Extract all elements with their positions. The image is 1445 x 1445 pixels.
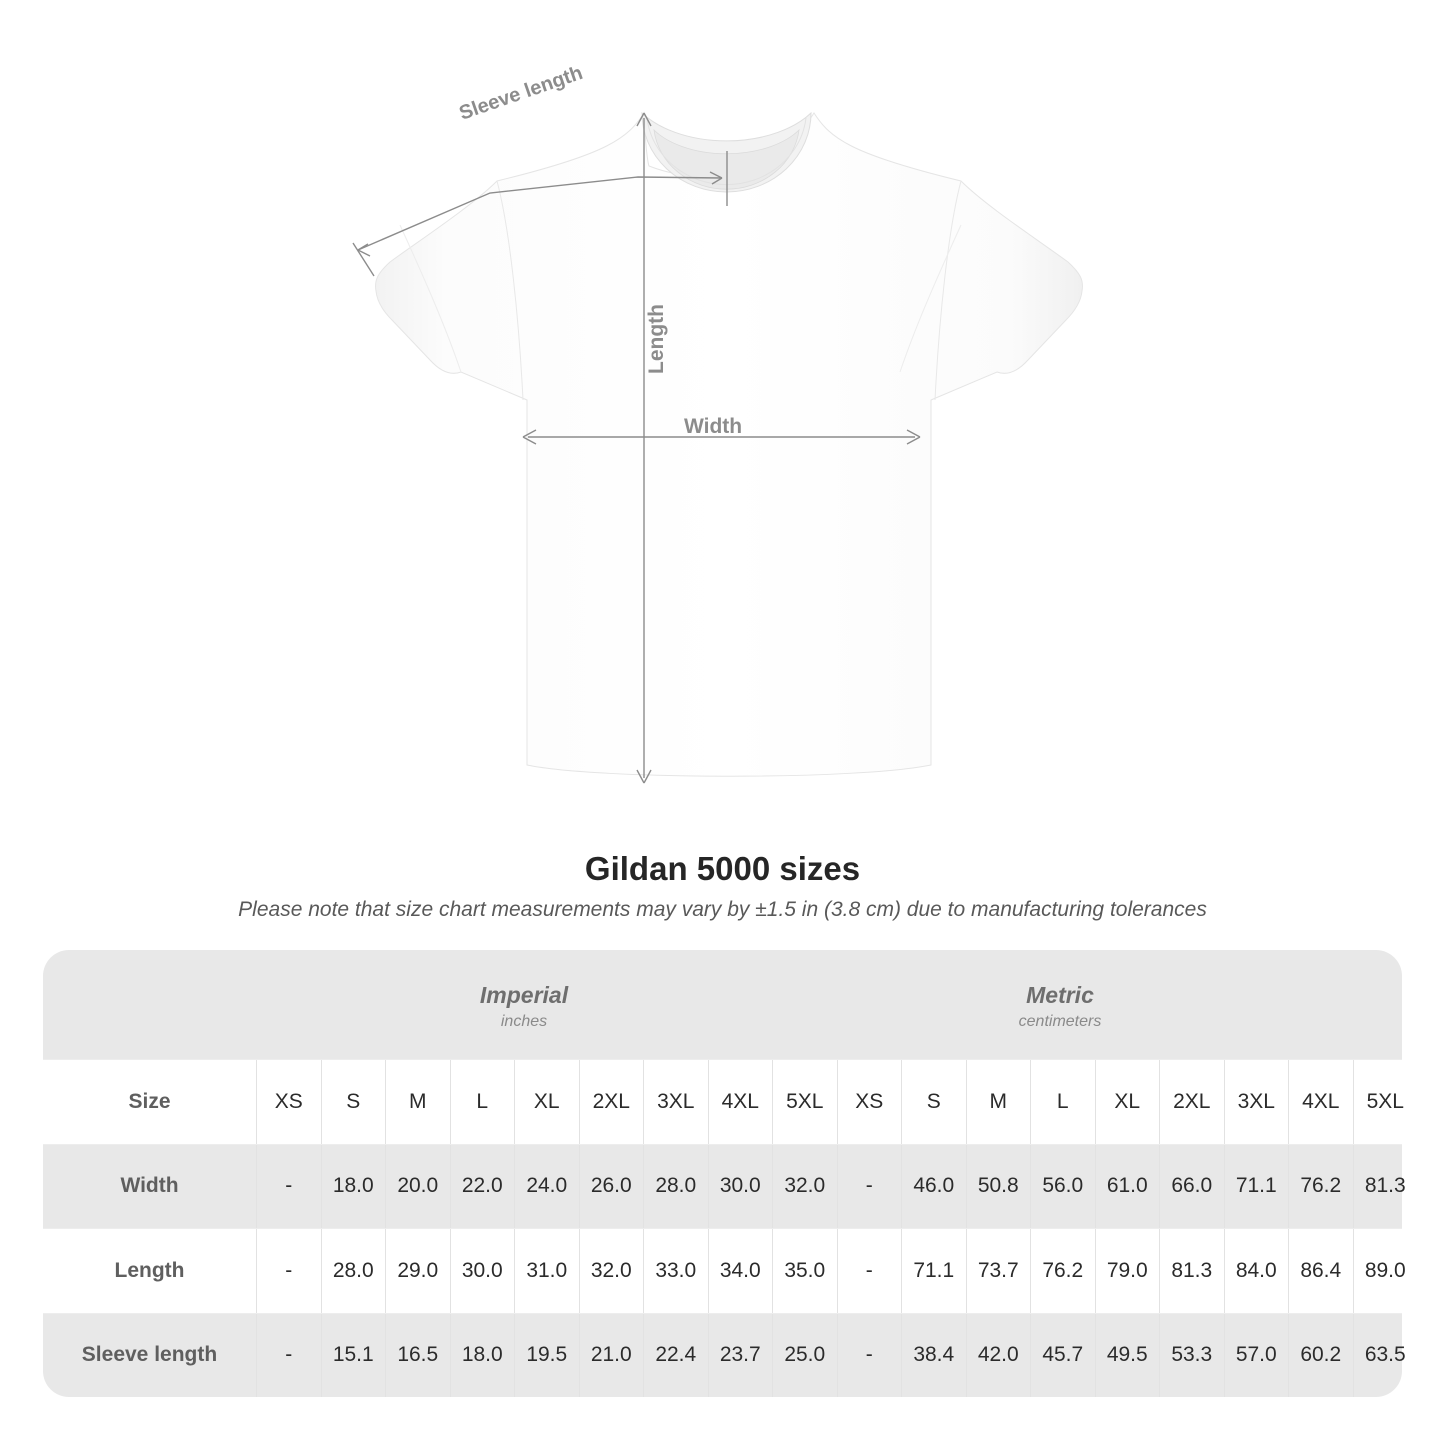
svg-text:Sleeve length: Sleeve length <box>456 62 585 125</box>
svg-text:Length: Length <box>645 304 668 374</box>
svg-text:Width: Width <box>684 415 742 438</box>
